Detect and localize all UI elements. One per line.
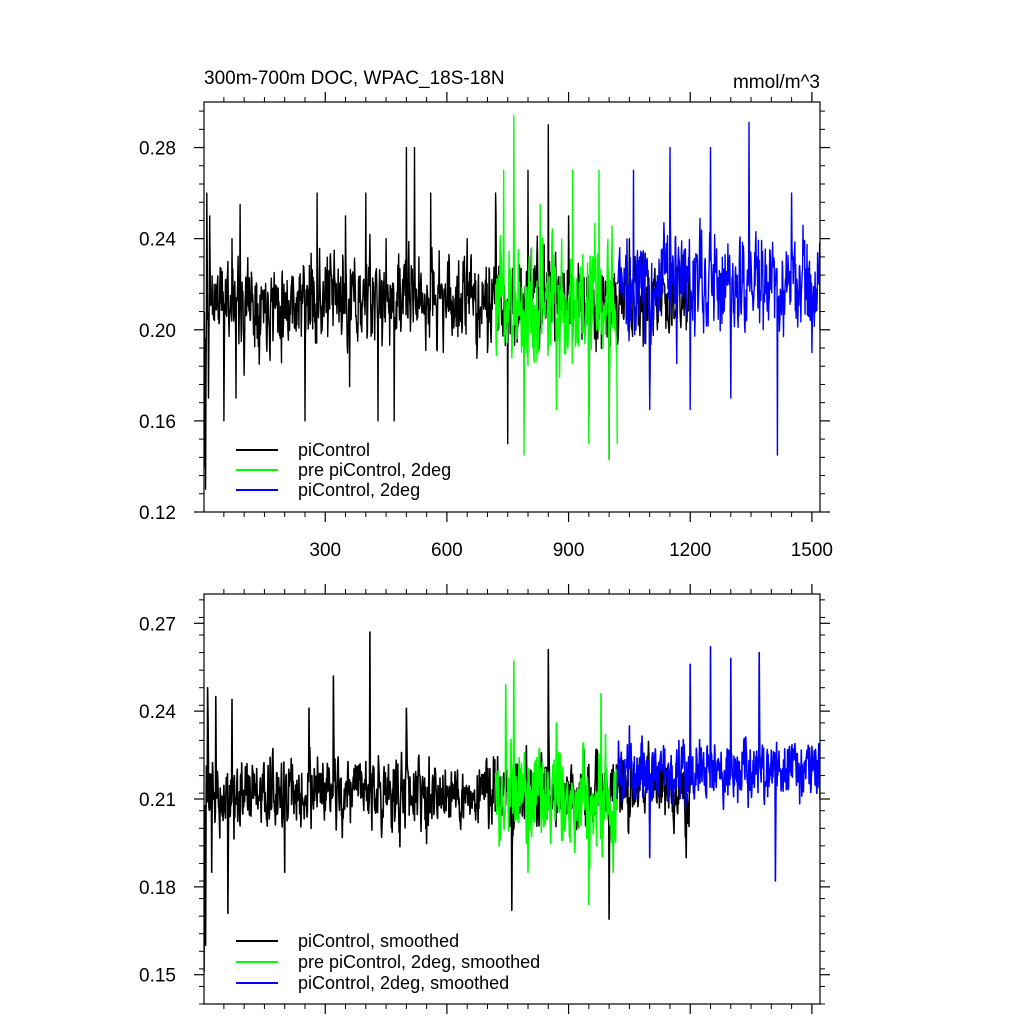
legend-label-pre-picontrol-2deg-smoothed: pre piControl, 2deg, smoothed <box>298 952 540 972</box>
y-tick-label: 0.24 <box>139 230 176 251</box>
top-chart-title: 300m-700m DOC, WPAC_18S-18N <box>204 68 505 89</box>
legend-label-picontrol-smoothed: piControl, smoothed <box>298 931 459 951</box>
x-tick-label: 300 <box>309 540 341 561</box>
series-line-bottom-2 <box>494 660 618 906</box>
plot-frame <box>203 101 821 513</box>
top-legend: piControl pre piControl, 2deg piControl,… <box>236 440 451 500</box>
legend-label-picontrol-2deg-smoothed: piControl, 2deg, smoothed <box>298 973 509 993</box>
y-tick-label: 0.24 <box>139 702 176 723</box>
y-tick-label: 0.20 <box>139 321 176 342</box>
y-tick-label: 0.16 <box>139 412 176 433</box>
top-axes: 300 600 900 1200 1500 0.12 0.16 0.20 0.24 0.28 <box>139 92 833 561</box>
legend-label-pre-picontrol-2deg: pre piControl, 2deg <box>298 460 451 480</box>
bottom-legend: piControl, smoothed pre piControl, 2deg,… <box>236 931 540 993</box>
x-tick-label: 600 <box>431 540 463 561</box>
series-line-bottom-3 <box>616 645 820 882</box>
series-line-top-3 <box>616 121 820 456</box>
y-tick-label: 0.28 <box>139 139 176 160</box>
y-tick-label: 0.15 <box>139 966 176 987</box>
bottom-panel: 0.15 0.18 0.21 0.24 0.27 piControl, smoothed… <box>139 584 830 1014</box>
legend-label-picontrol-2deg: piControl, 2deg <box>298 480 420 500</box>
legend-label-picontrol: piControl <box>298 440 370 460</box>
series-line-bottom-1 <box>204 631 691 972</box>
y-tick-label: 0.27 <box>139 614 176 635</box>
y-tick-label: 0.12 <box>139 503 176 524</box>
top-chart-units: mmol/m^3 <box>733 72 820 93</box>
bottom-axes: 0.15 0.18 0.21 0.24 0.27 <box>139 584 830 1014</box>
y-tick-label: 0.18 <box>139 878 176 899</box>
y-tick-label: 0.21 <box>139 790 176 811</box>
top-series-group <box>204 115 820 490</box>
bottom-series-group <box>204 631 820 972</box>
x-tick-label: 900 <box>553 540 585 561</box>
series-line-top-2 <box>494 115 618 461</box>
x-tick-label: 1200 <box>669 540 711 561</box>
top-panel: 300m-700m DOC, WPAC_18S-18N mmol/m^3 300… <box>139 68 833 561</box>
x-tick-label: 1500 <box>791 540 833 561</box>
